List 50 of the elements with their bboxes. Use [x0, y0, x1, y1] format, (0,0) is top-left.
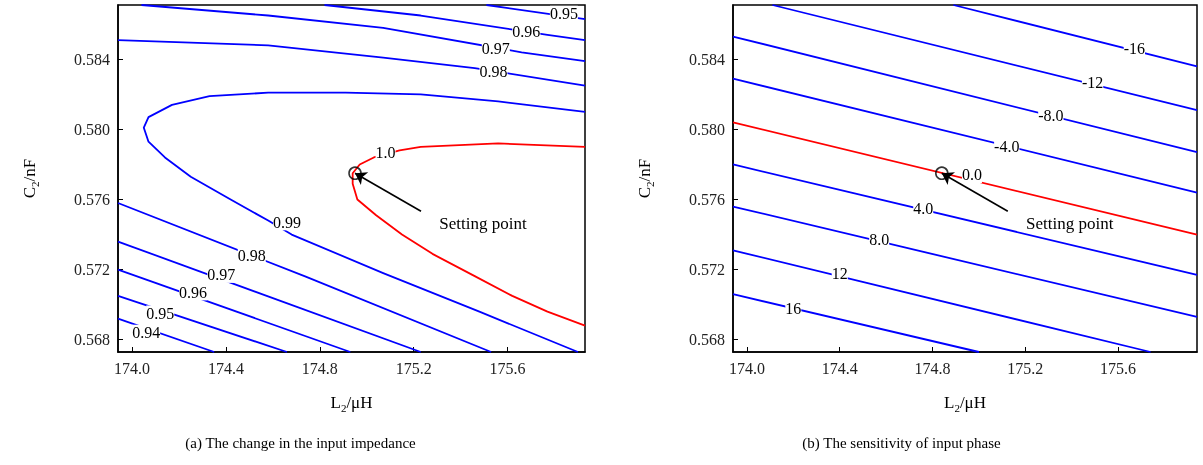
text: (b) The sensitivity of input phase — [802, 434, 1002, 452]
annotation: 8.0 — [869, 231, 890, 249]
y-tick-label: 0.580 — [74, 120, 110, 138]
line-series — [140, 4, 586, 62]
y-tick-label: 0.572 — [74, 261, 110, 279]
annotation: 0.94 — [132, 324, 161, 342]
annotation: Setting point — [439, 213, 527, 233]
annotation: 0.96 — [512, 22, 541, 40]
x-tick-label: 174.8 — [914, 359, 951, 377]
annotation: 0.96 — [179, 283, 208, 301]
y-tick-label: 0.576 — [74, 191, 110, 209]
annotation: 0.95 — [146, 304, 175, 322]
annotation: -8.0 — [1038, 106, 1064, 124]
annotation: 0.95 — [549, 5, 578, 23]
x-tick-label: 175.2 — [395, 359, 432, 377]
x-tick-label: 174.8 — [301, 359, 338, 377]
x-tick-label: 174.0 — [728, 359, 765, 377]
annotation: -16 — [1123, 40, 1146, 58]
annotation: 0.97 — [207, 266, 236, 284]
annotation: 0.97 — [481, 40, 510, 58]
annotation: 12 — [831, 264, 848, 282]
x-tick-label: 175.6 — [489, 359, 526, 377]
x-tick-label: 174.4 — [821, 359, 858, 377]
x-tick-label: 174.0 — [114, 359, 151, 377]
y-tick-label: 0.568 — [74, 331, 110, 349]
y-axis-title: C2/nF — [20, 158, 41, 199]
line-series — [117, 39, 586, 87]
y-tick-label: 0.576 — [689, 191, 725, 209]
line-series — [351, 142, 586, 327]
y-tick-label: 0.584 — [689, 50, 725, 68]
y-tick-label: 0.584 — [74, 50, 110, 68]
annotation: Setting point — [1026, 213, 1114, 233]
annotation: -12 — [1081, 73, 1104, 91]
x-tick-label: 174.4 — [207, 359, 244, 377]
annotation: 0.98 — [479, 63, 508, 81]
y-tick-label: 0.580 — [689, 120, 725, 138]
annotation: 0.98 — [237, 247, 266, 265]
x-tick-label: 175.2 — [1007, 359, 1044, 377]
x-tick-label: 175.6 — [1100, 359, 1137, 377]
y-axis-title: C2/nF — [635, 158, 656, 199]
y-tick-label: 0.568 — [689, 331, 725, 349]
annotation: 16 — [785, 299, 802, 317]
line-series — [323, 4, 586, 41]
annotation: 0.0 — [961, 166, 982, 184]
annotation: 0.99 — [272, 213, 301, 231]
annotation: -4.0 — [994, 138, 1020, 156]
annotation: 1.0 — [375, 143, 396, 161]
y-tick-label: 0.572 — [689, 261, 725, 279]
text: (a) The change in the input impedance — [185, 434, 417, 452]
annotation: 4.0 — [913, 199, 934, 217]
